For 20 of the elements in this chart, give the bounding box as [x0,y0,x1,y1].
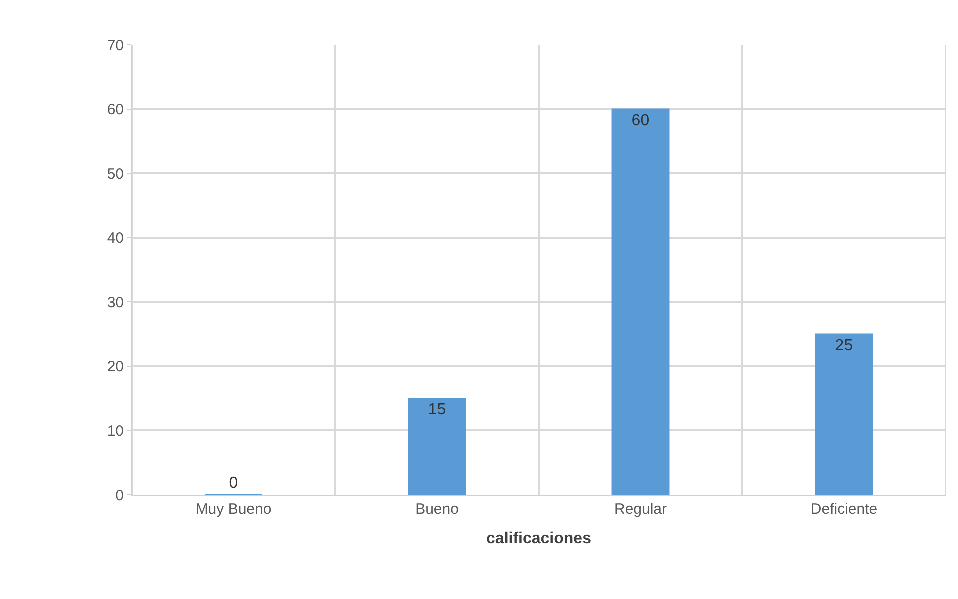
y-tick-label: 60 [107,102,124,119]
bar [408,398,466,495]
bar [612,108,670,495]
x-tick-label: Regular [614,501,668,518]
y-tick-label: 30 [107,294,124,312]
y-tick-label: 0 [116,487,124,504]
bar [815,334,874,495]
y-tick-label: 70 [107,37,124,54]
x-axis-title: calificaciones [486,530,592,548]
data-label: 60 [632,112,650,130]
data-label: 0 [229,475,238,492]
data-label: 25 [835,337,854,354]
x-tick-label: Deficiente [810,501,878,518]
data-label: 15 [428,402,446,419]
y-tick-label: 50 [107,166,124,183]
y-tick-label: 10 [107,422,124,440]
y-tick-label: 20 [107,358,124,376]
x-tick-label: Bueno [416,501,459,518]
y-tick-label: 40 [107,230,124,248]
x-tick-label: Muy Bueno [196,501,272,518]
